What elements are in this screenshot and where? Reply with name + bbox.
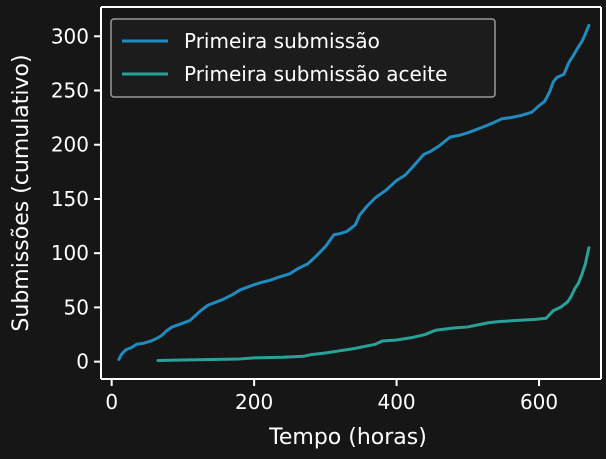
y-tick-label: 300 [51, 24, 89, 48]
y-axis-label: Submissões (cumulativo) [9, 54, 34, 331]
y-tick-label: 0 [76, 350, 89, 374]
y-tick-label: 200 [51, 133, 89, 157]
x-tick-label: 400 [377, 390, 415, 414]
y-tick-label: 100 [51, 241, 89, 265]
y-tick-label: 250 [51, 79, 89, 103]
x-tick-label: 200 [235, 390, 273, 414]
x-tick-label: 0 [105, 390, 118, 414]
y-tick-label: 50 [64, 295, 89, 319]
series-line-0 [117, 23, 591, 361]
x-axis-label: Tempo (horas) [268, 425, 427, 450]
legend-label-primeira-submissao: Primeira submissão [184, 29, 380, 53]
x-tick-label: 600 [520, 390, 558, 414]
series-line-1 [156, 246, 591, 363]
legend: Primeira submissão Primeira submissão ac… [110, 18, 496, 98]
y-tick-label: 150 [51, 187, 89, 211]
axes [100, 6, 602, 380]
legend-box [110, 18, 496, 98]
series-layer [117, 23, 591, 363]
legend-label-primeira-submissao-aceite: Primeira submissão aceite [184, 62, 447, 86]
ticks: 0 200 400 600 0 50 100 150 200 250 300 [51, 24, 558, 414]
